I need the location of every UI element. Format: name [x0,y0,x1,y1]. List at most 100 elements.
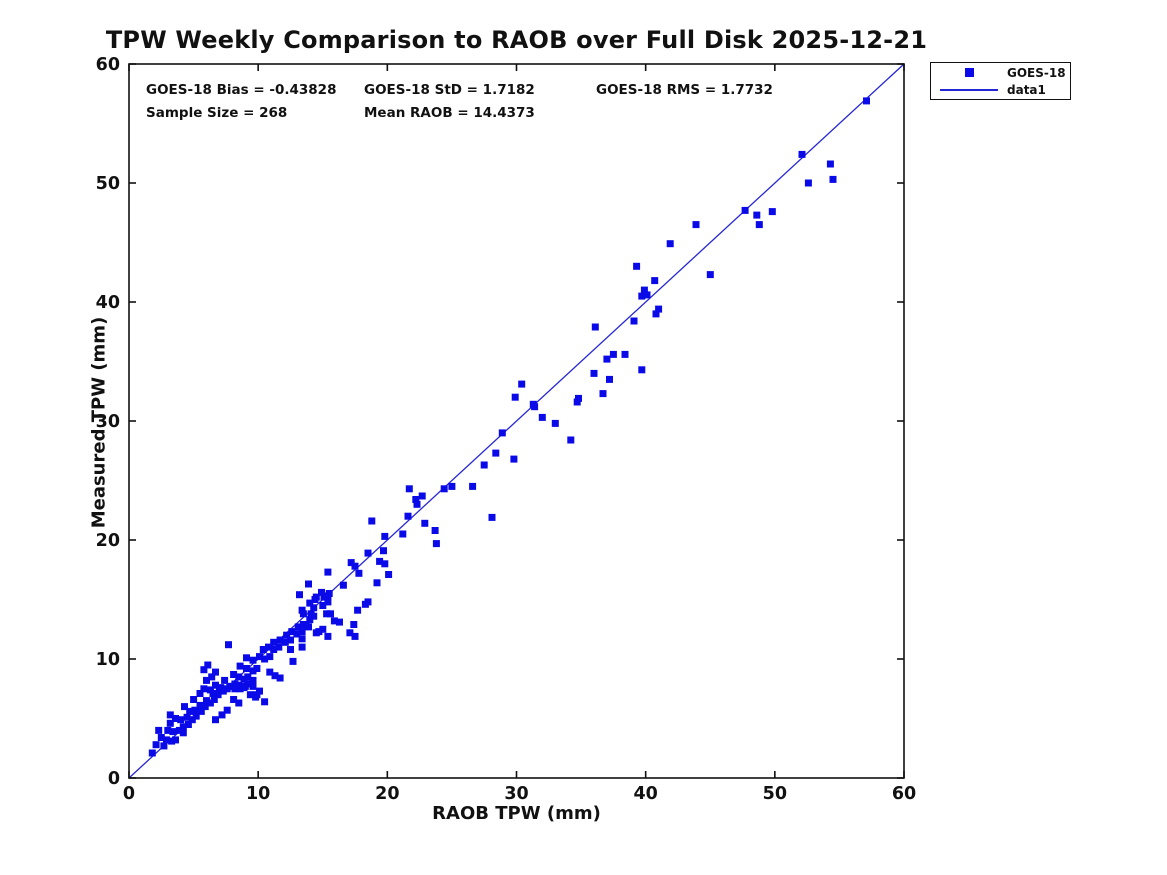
scatter-point [266,668,274,676]
scatter-point [203,697,210,705]
scatter-point [256,653,263,661]
scatter-point [421,519,429,527]
scatter-point [573,398,581,406]
scatter-point [298,628,306,636]
scatter-point [294,623,302,631]
scatter-point [223,706,231,714]
stat-std: GOES-18 StD = 1.7182 [364,82,535,98]
scatter-point [492,449,500,457]
scatter-point [201,703,209,711]
scatter-point [651,277,659,285]
scatter-point [209,690,217,697]
scatter-point [219,687,227,695]
scatter-point [310,604,318,612]
scatter-point [212,668,219,676]
scatter-point [196,701,204,709]
scatter-point [298,606,306,614]
scatter-point [231,685,239,693]
scatter-point [208,673,216,681]
scatter-point [469,482,477,490]
stat-rms: GOES-18 RMS = 1.7732 [596,82,773,98]
scatter-point [364,549,372,557]
scatter-point [223,685,231,693]
scatter-point [350,621,358,628]
scatter-point [364,598,372,606]
scatter-point [323,610,331,618]
scatter-point [275,643,283,651]
scatter-point [440,485,448,493]
scatter-point [212,716,219,724]
scatter-point [261,698,269,706]
scatter-point [221,676,229,684]
scatter-point [412,496,420,503]
scatter-point [148,749,156,757]
scatter-point [196,690,204,697]
scatter-point [191,706,199,714]
scatter-point [293,630,301,638]
scatter-point [259,646,267,653]
scatter-point [692,221,700,229]
x-tick-label: 40 [633,784,657,804]
x-tick-label: 10 [246,784,270,804]
scatter-point [448,482,456,490]
scatter-point [235,699,243,707]
scatter-point [606,375,613,383]
scatter-point [160,742,168,750]
scatter-point [200,685,208,693]
scatter-point [253,665,261,672]
scatter-point [190,696,198,703]
scatter-point [215,685,223,693]
scatter-point [551,419,559,427]
scatter-point [603,355,611,363]
y-tick-label: 60 [96,55,120,75]
scatter-point [381,560,389,568]
scatter-point [347,559,355,567]
scatter-point [206,686,214,694]
legend-label-data1: data1 [1007,82,1046,97]
scatter-point [339,581,347,589]
y-tick-label: 50 [96,174,120,194]
scatter-point [306,616,314,624]
scatter-point [168,737,176,745]
scatter-point [638,292,646,300]
scatter-point [210,696,218,703]
scatter-point [324,568,332,576]
legend-label-goes18: GOES-18 [1007,65,1066,80]
scatter-point [741,206,749,214]
scatter-point [863,97,870,105]
scatter-point [266,653,274,661]
scatter-point [175,726,183,734]
y-tick-label: 10 [96,650,120,670]
scatter-point [480,461,488,469]
scatter-point [243,654,250,662]
stat-sample-size: Sample Size = 268 [146,105,288,121]
scatter-point [236,685,244,693]
scatter-point [413,500,421,508]
scatter-point [172,715,179,722]
scatter-point [498,429,506,437]
legend-entry-goes18: GOES-18 [931,65,1070,80]
legend-entry-data1: data1 [931,82,1070,97]
scatter-point [299,621,307,628]
y-tick-label: 20 [96,531,120,551]
scatter-point [368,517,376,525]
scatter-point [355,569,363,577]
legend-box: GOES-18 data1 [930,62,1071,100]
scatter-point [172,736,179,744]
scatter-point [235,681,243,689]
scatter-point [432,540,440,548]
scatter-point [243,665,250,672]
scatter-point [270,638,278,646]
scatter-point [324,598,332,606]
scatter-point [376,557,384,565]
scatter-point [152,741,160,749]
x-tick-label: 0 [123,784,135,804]
scatter-point [281,638,289,646]
y-axis-label: Measured TPW (mm) [88,316,110,529]
scatter-point [399,530,407,538]
scatter-point [203,676,210,684]
scatter-point [518,380,526,388]
scatter-point [166,711,174,719]
scatter-point [298,643,306,651]
scatter-point [404,512,412,520]
